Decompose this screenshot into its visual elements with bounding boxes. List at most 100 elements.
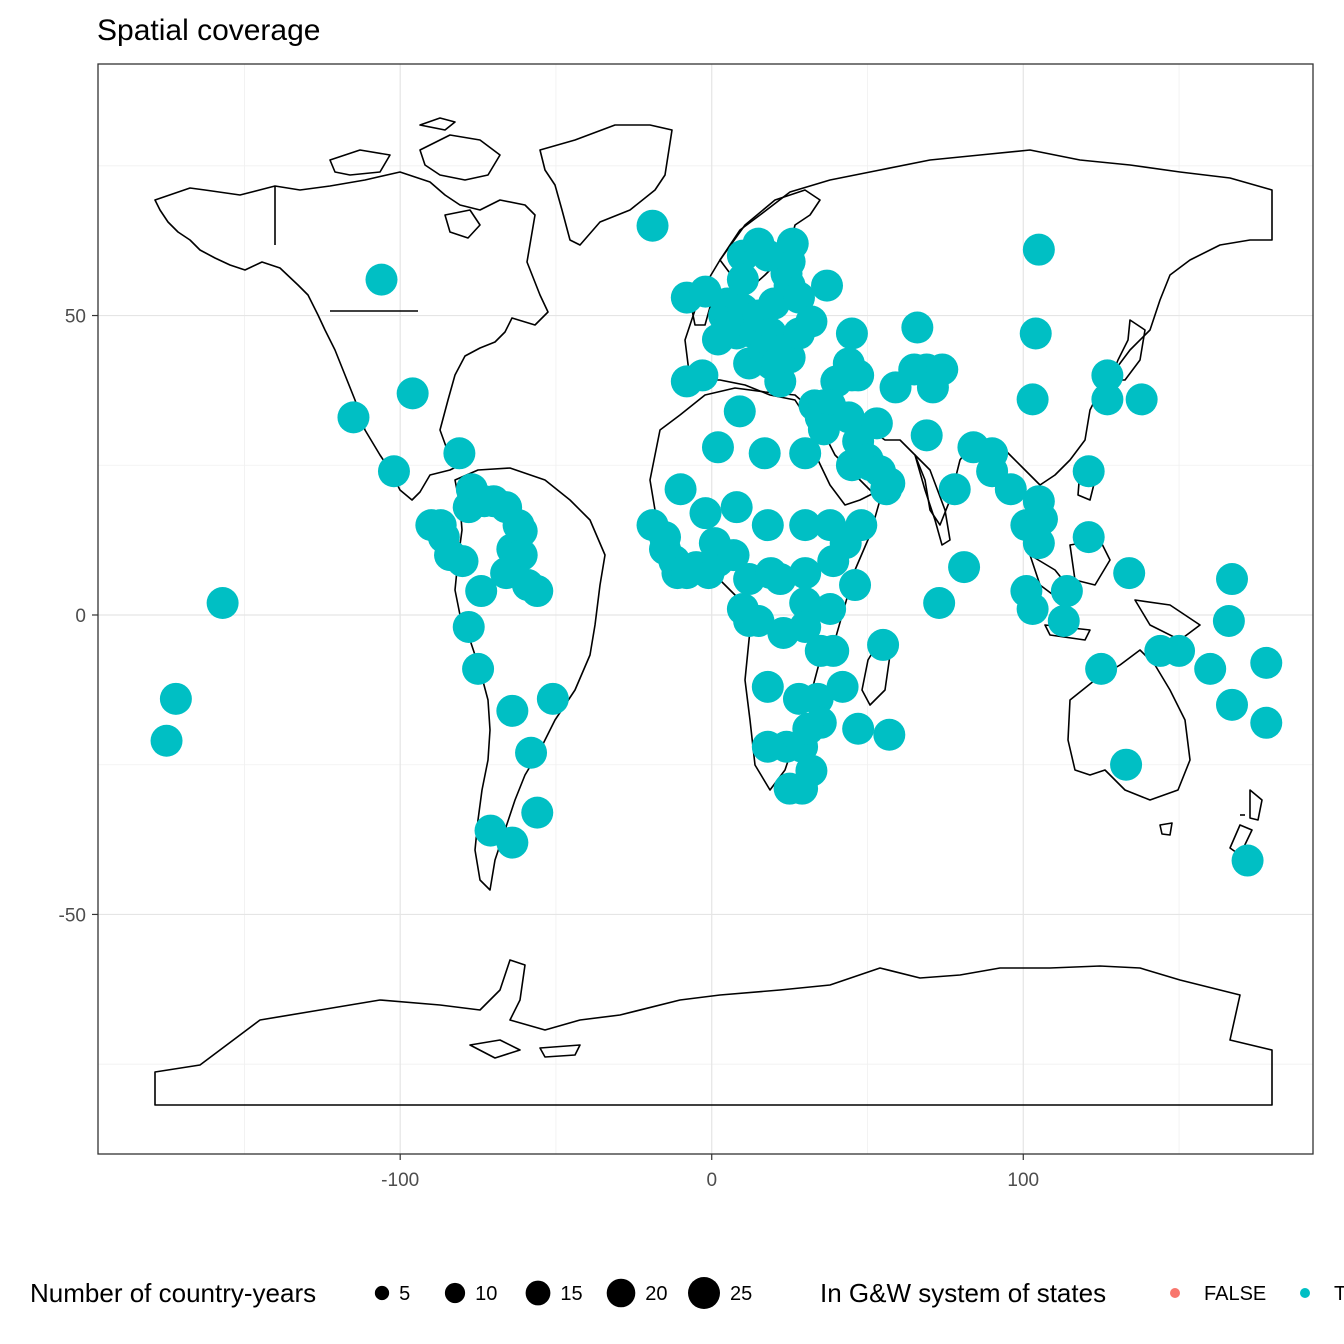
data-point bbox=[1072, 455, 1105, 488]
data-point bbox=[873, 467, 906, 500]
data-point bbox=[720, 491, 753, 524]
data-point bbox=[1212, 604, 1245, 637]
data-point bbox=[842, 712, 875, 745]
color-legend-key bbox=[1170, 1288, 1180, 1298]
data-point bbox=[206, 587, 239, 620]
data-point bbox=[742, 604, 775, 637]
data-point bbox=[773, 341, 806, 374]
data-point bbox=[801, 682, 834, 715]
size-legend-label: 25 bbox=[730, 1283, 752, 1305]
x-tick-label: -100 bbox=[381, 1170, 419, 1191]
data-point bbox=[923, 587, 956, 620]
data-point bbox=[826, 670, 859, 703]
data-point bbox=[901, 311, 934, 344]
data-point bbox=[782, 317, 815, 350]
data-point bbox=[396, 377, 429, 410]
data-point bbox=[1113, 557, 1146, 590]
data-point bbox=[748, 437, 781, 470]
data-point bbox=[751, 239, 784, 272]
data-point bbox=[867, 628, 900, 661]
size-legend-key bbox=[444, 1282, 466, 1304]
data-point bbox=[814, 593, 847, 625]
x-tick-label: 0 bbox=[706, 1170, 717, 1191]
data-point bbox=[948, 551, 981, 584]
data-point bbox=[1231, 844, 1264, 877]
data-point bbox=[717, 539, 750, 572]
data-point bbox=[365, 263, 398, 296]
data-point bbox=[502, 509, 535, 542]
plot-border bbox=[97, 63, 1314, 1155]
data-point bbox=[636, 209, 669, 242]
data-point bbox=[377, 455, 410, 488]
data-point bbox=[1016, 593, 1049, 625]
data-point bbox=[789, 437, 822, 470]
grid bbox=[98, 64, 1313, 1154]
data-point bbox=[1250, 706, 1283, 739]
data-point bbox=[689, 497, 722, 530]
color-legend-label: TRUE bbox=[1334, 1283, 1344, 1305]
size-legend-title: Number of country-years bbox=[30, 1278, 316, 1308]
data-point bbox=[795, 754, 828, 787]
data-point bbox=[1016, 383, 1049, 416]
size-legend-label: 5 bbox=[399, 1283, 410, 1305]
plot-background bbox=[98, 64, 1313, 1154]
data-point bbox=[832, 401, 865, 434]
data-point bbox=[811, 269, 843, 302]
data-point bbox=[664, 473, 697, 506]
data-point bbox=[670, 365, 703, 398]
data-point bbox=[150, 724, 183, 757]
data-point bbox=[1250, 646, 1283, 679]
data-point bbox=[1047, 604, 1080, 637]
data-point bbox=[452, 610, 485, 643]
axes: -100 0 100 -50 0 50 bbox=[59, 307, 1040, 1191]
data-point bbox=[496, 694, 529, 727]
data-point bbox=[839, 569, 872, 602]
data-point bbox=[994, 473, 1027, 506]
size-legend-key bbox=[606, 1278, 636, 1308]
data-point bbox=[789, 587, 822, 620]
data-point bbox=[817, 634, 850, 667]
data-point bbox=[916, 371, 949, 404]
data-point bbox=[835, 317, 868, 350]
data-point bbox=[751, 730, 784, 763]
data-point bbox=[792, 712, 825, 745]
y-tick-label: -50 bbox=[59, 905, 86, 926]
data-point bbox=[879, 371, 912, 404]
data-point bbox=[764, 365, 797, 398]
data-point bbox=[910, 419, 943, 452]
data-point bbox=[860, 407, 893, 440]
data-point bbox=[1110, 748, 1143, 781]
size-legend-label: 20 bbox=[645, 1283, 667, 1305]
data-point bbox=[751, 509, 784, 542]
data-point bbox=[1025, 503, 1058, 536]
data-point bbox=[1163, 634, 1196, 667]
data-point bbox=[789, 610, 822, 643]
data-point bbox=[1216, 563, 1248, 596]
data-point bbox=[873, 718, 906, 751]
data-point bbox=[1091, 383, 1124, 416]
chart-title: Spatial coverage bbox=[97, 14, 320, 47]
data-points bbox=[150, 209, 1283, 877]
data-point bbox=[1125, 383, 1158, 416]
data-point bbox=[1072, 521, 1105, 554]
data-point bbox=[820, 365, 853, 398]
data-point bbox=[789, 509, 822, 542]
size-legend-label: 10 bbox=[475, 1283, 497, 1305]
size-legend-label: 15 bbox=[560, 1283, 582, 1305]
data-point bbox=[1091, 359, 1124, 392]
data-point bbox=[521, 796, 554, 829]
data-point bbox=[1019, 317, 1052, 350]
plot-panel bbox=[97, 63, 1314, 1155]
legend: Number of country-years 5 10 15 20 25 In G&W… bbox=[30, 1277, 1344, 1309]
data-point bbox=[159, 682, 192, 715]
data-point bbox=[1085, 652, 1118, 685]
data-point bbox=[782, 281, 815, 314]
data-point bbox=[1022, 233, 1055, 266]
data-point bbox=[726, 263, 759, 296]
data-point bbox=[776, 227, 809, 260]
y-tick-label: 0 bbox=[75, 606, 86, 627]
data-point bbox=[521, 575, 554, 608]
data-point bbox=[938, 473, 971, 506]
size-legend-key bbox=[688, 1277, 720, 1309]
data-point bbox=[465, 575, 498, 608]
